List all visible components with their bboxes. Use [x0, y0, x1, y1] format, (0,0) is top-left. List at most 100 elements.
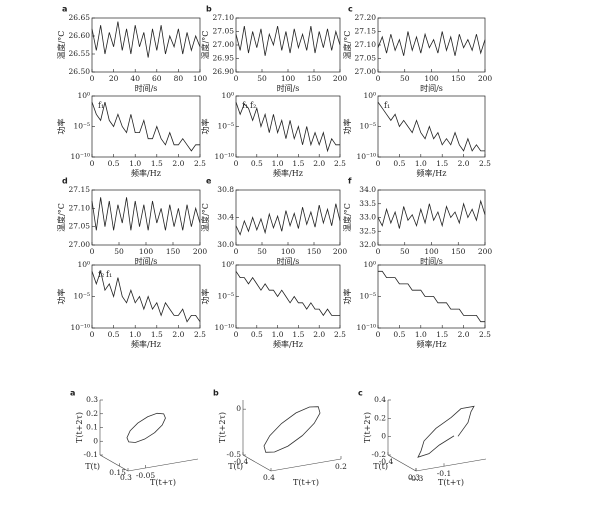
panel-letter: c [348, 5, 353, 14]
y-tick-label: 32.0 [359, 240, 376, 249]
z-tick-label: 0 [381, 432, 386, 441]
panel-letter: b [206, 5, 212, 14]
z-tick-label: 0 [236, 404, 241, 413]
data-line [91, 197, 201, 231]
x-tick-label: 0.5 [251, 159, 263, 168]
y-tick-label: 10⁻¹⁰ [214, 152, 234, 161]
x-tick-label: 2.5 [334, 159, 346, 168]
x-tick-label: 100 [424, 247, 439, 256]
x-axis [387, 454, 417, 472]
y-tick-label: 10⁻¹⁰ [356, 152, 376, 161]
x-tick-label: 0 [234, 247, 239, 256]
x-axis-label: 频率/Hz [273, 339, 303, 349]
y-axis [127, 458, 199, 472]
y-tick-label: 10⁻⁵ [359, 122, 376, 131]
x-tick-label: 50 [257, 247, 267, 256]
annotation: f₁ [98, 101, 104, 110]
x-tick-label: 150 [451, 74, 466, 83]
z-tick-label: 0.3 [86, 395, 98, 404]
x-tick-label: 200 [333, 74, 348, 83]
y-tick-label: 30.0 [217, 240, 234, 249]
y-axis-label: T(t+τ) [150, 478, 176, 487]
y-tick-label: 10⁻⁵ [217, 122, 234, 131]
data-line [377, 101, 485, 152]
x-tick-label: 40 [130, 74, 140, 83]
y-tick-label: 27.10 [355, 40, 377, 49]
x-tick-label: 1.0 [129, 330, 141, 339]
y-tick-label: 10⁰ [363, 91, 376, 100]
x-tick-label: 1.5 [436, 159, 448, 168]
y-tick-label: 10⁻¹⁰ [356, 323, 376, 332]
attractor [263, 406, 321, 453]
z-axis-label: T(t+2τ) [363, 412, 372, 443]
y-axis-label: 温度/°C [56, 203, 66, 232]
panel-letter: f [348, 177, 352, 186]
data-line [91, 269, 201, 323]
x-tick-label: 0.3 [120, 473, 132, 482]
data-line [91, 21, 201, 58]
x-tick-label: 50 [400, 74, 410, 83]
panel-letter: d [62, 177, 68, 186]
x-tick-label: 0.3 [408, 473, 420, 482]
data-line [235, 203, 341, 236]
x-tick-label: 2.0 [313, 330, 325, 339]
x-tick-label: 2.5 [334, 330, 346, 339]
x-axis-label: 时间/s [277, 83, 300, 93]
x-axis-label: T(t) [228, 462, 243, 471]
panel-letter: e [206, 177, 212, 186]
x-tick-label: 150 [166, 247, 181, 256]
y-tick-label: 27.10 [213, 13, 235, 22]
x-tick-label: 0 [90, 159, 95, 168]
x-tick-label: 2.0 [172, 159, 184, 168]
y-tick-label: 27.00 [213, 40, 235, 49]
axes-frame [91, 95, 201, 158]
y-tick-label: 27.05 [213, 27, 235, 36]
y-tick-label: 10⁻⁵ [73, 122, 90, 131]
y-axis-label: 温度/°C [56, 31, 66, 60]
x-tick-label: 0 [90, 247, 95, 256]
x-tick-label: 0 [234, 159, 239, 168]
data-line [378, 270, 485, 323]
z-tick-label: 0 [93, 436, 98, 445]
x-tick-label: 0 [234, 74, 239, 83]
x-tick-label: 1.0 [415, 159, 427, 168]
y-tick-label: 33.5 [359, 199, 376, 208]
y-tick-label: 27.00 [355, 67, 377, 76]
x-tick-label: 0 [234, 330, 239, 339]
y-tick-label: 27.15 [69, 185, 91, 194]
x-tick-label: 1.5 [292, 159, 304, 168]
x-tick-label: 80 [174, 74, 184, 83]
x-tick-label: 0.15 [109, 468, 126, 477]
x-tick-label: 200 [193, 247, 208, 256]
y-tick-label: 27.20 [355, 13, 377, 22]
x-tick-label: 200 [478, 247, 493, 256]
x-tick-label: 0.5 [251, 330, 263, 339]
x-tick-label: 2.0 [458, 330, 470, 339]
x-tick-label: 0 [376, 159, 381, 168]
annotation: f₁ [242, 101, 248, 110]
y-tick-label: 10⁻⁵ [359, 292, 376, 301]
y-tick-label: 10⁰ [221, 91, 234, 100]
y-tick-label: 27.05 [69, 222, 91, 231]
x-axis-label: T(t) [373, 462, 388, 471]
y-tick-label: 10⁰ [221, 260, 234, 269]
y-tick-label: -0.3 [409, 474, 424, 483]
y-tick-label: 27.15 [355, 27, 377, 36]
x-tick-label: 0.5 [393, 330, 405, 339]
data-line [235, 271, 340, 317]
y-tick-label: 26.95 [213, 54, 235, 63]
x-tick-label: 2.5 [194, 159, 206, 168]
x-tick-label: 1.5 [151, 330, 163, 339]
x-tick-label: 200 [333, 247, 348, 256]
x-tick-label: 0.5 [108, 330, 120, 339]
x-tick-label: 1.5 [151, 159, 163, 168]
x-tick-label: 0 [376, 247, 381, 256]
x-tick-label: 2.5 [194, 330, 206, 339]
y-tick-label: 26.50 [69, 67, 91, 76]
x-axis-label: 频率/Hz [417, 339, 447, 349]
x-tick-label: 50 [400, 247, 410, 256]
y-tick-label: 33.0 [359, 213, 376, 222]
x-axis-label: T(t) [85, 462, 100, 471]
x-axis [99, 454, 129, 472]
y-tick-label: 30.4 [217, 213, 234, 222]
